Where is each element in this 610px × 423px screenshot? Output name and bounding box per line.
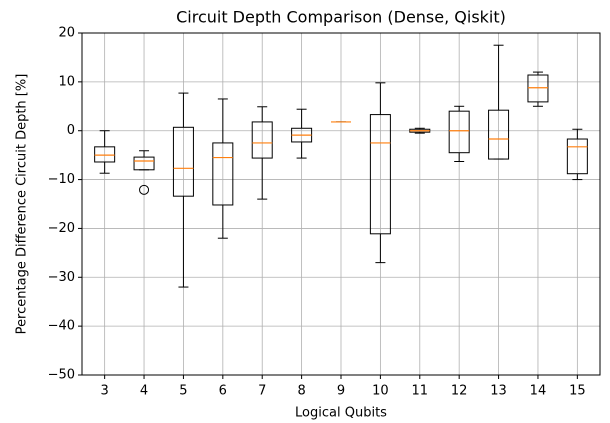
- y-axis-label: Percentage Difference Circuit Depth [%]: [15, 74, 30, 335]
- chart-title: Circuit Depth Comparison (Dense, Qiskit): [176, 8, 506, 27]
- box: [448, 110, 470, 154]
- y-tick-label: −40: [48, 319, 75, 334]
- y-tick-label: −30: [48, 270, 75, 285]
- box: [488, 109, 510, 160]
- x-axis-label: Logical Qubits: [295, 406, 387, 421]
- y-tick-label: −20: [48, 221, 75, 236]
- x-tick-label: 3: [101, 384, 109, 399]
- box: [94, 146, 116, 163]
- y-tick-label: 10: [58, 74, 75, 89]
- box: [212, 142, 234, 206]
- x-tick-label: 8: [297, 384, 305, 399]
- outlier: [139, 184, 150, 195]
- x-tick-label: 14: [530, 384, 547, 399]
- box: [251, 121, 273, 159]
- box: [369, 114, 391, 235]
- x-tick-label: 10: [372, 384, 389, 399]
- x-tick-label: 7: [258, 384, 266, 399]
- x-tick-label: 4: [140, 384, 148, 399]
- box: [566, 138, 588, 175]
- box: [172, 126, 194, 197]
- box: [527, 74, 549, 103]
- x-tick-label: 12: [451, 384, 468, 399]
- x-tick-label: 9: [337, 384, 345, 399]
- x-tick-label: 5: [179, 384, 187, 399]
- x-tick-label: 6: [219, 384, 227, 399]
- y-tick-label: −50: [48, 368, 75, 383]
- x-tick-label: 11: [412, 384, 429, 399]
- x-tick-label: 13: [490, 384, 507, 399]
- y-tick-label: 0: [67, 123, 75, 138]
- x-tick-label: 15: [569, 384, 586, 399]
- box: [133, 156, 155, 171]
- y-tick-label: 20: [58, 26, 75, 41]
- y-tick-label: −10: [48, 172, 75, 187]
- plot-frame: [81, 32, 601, 376]
